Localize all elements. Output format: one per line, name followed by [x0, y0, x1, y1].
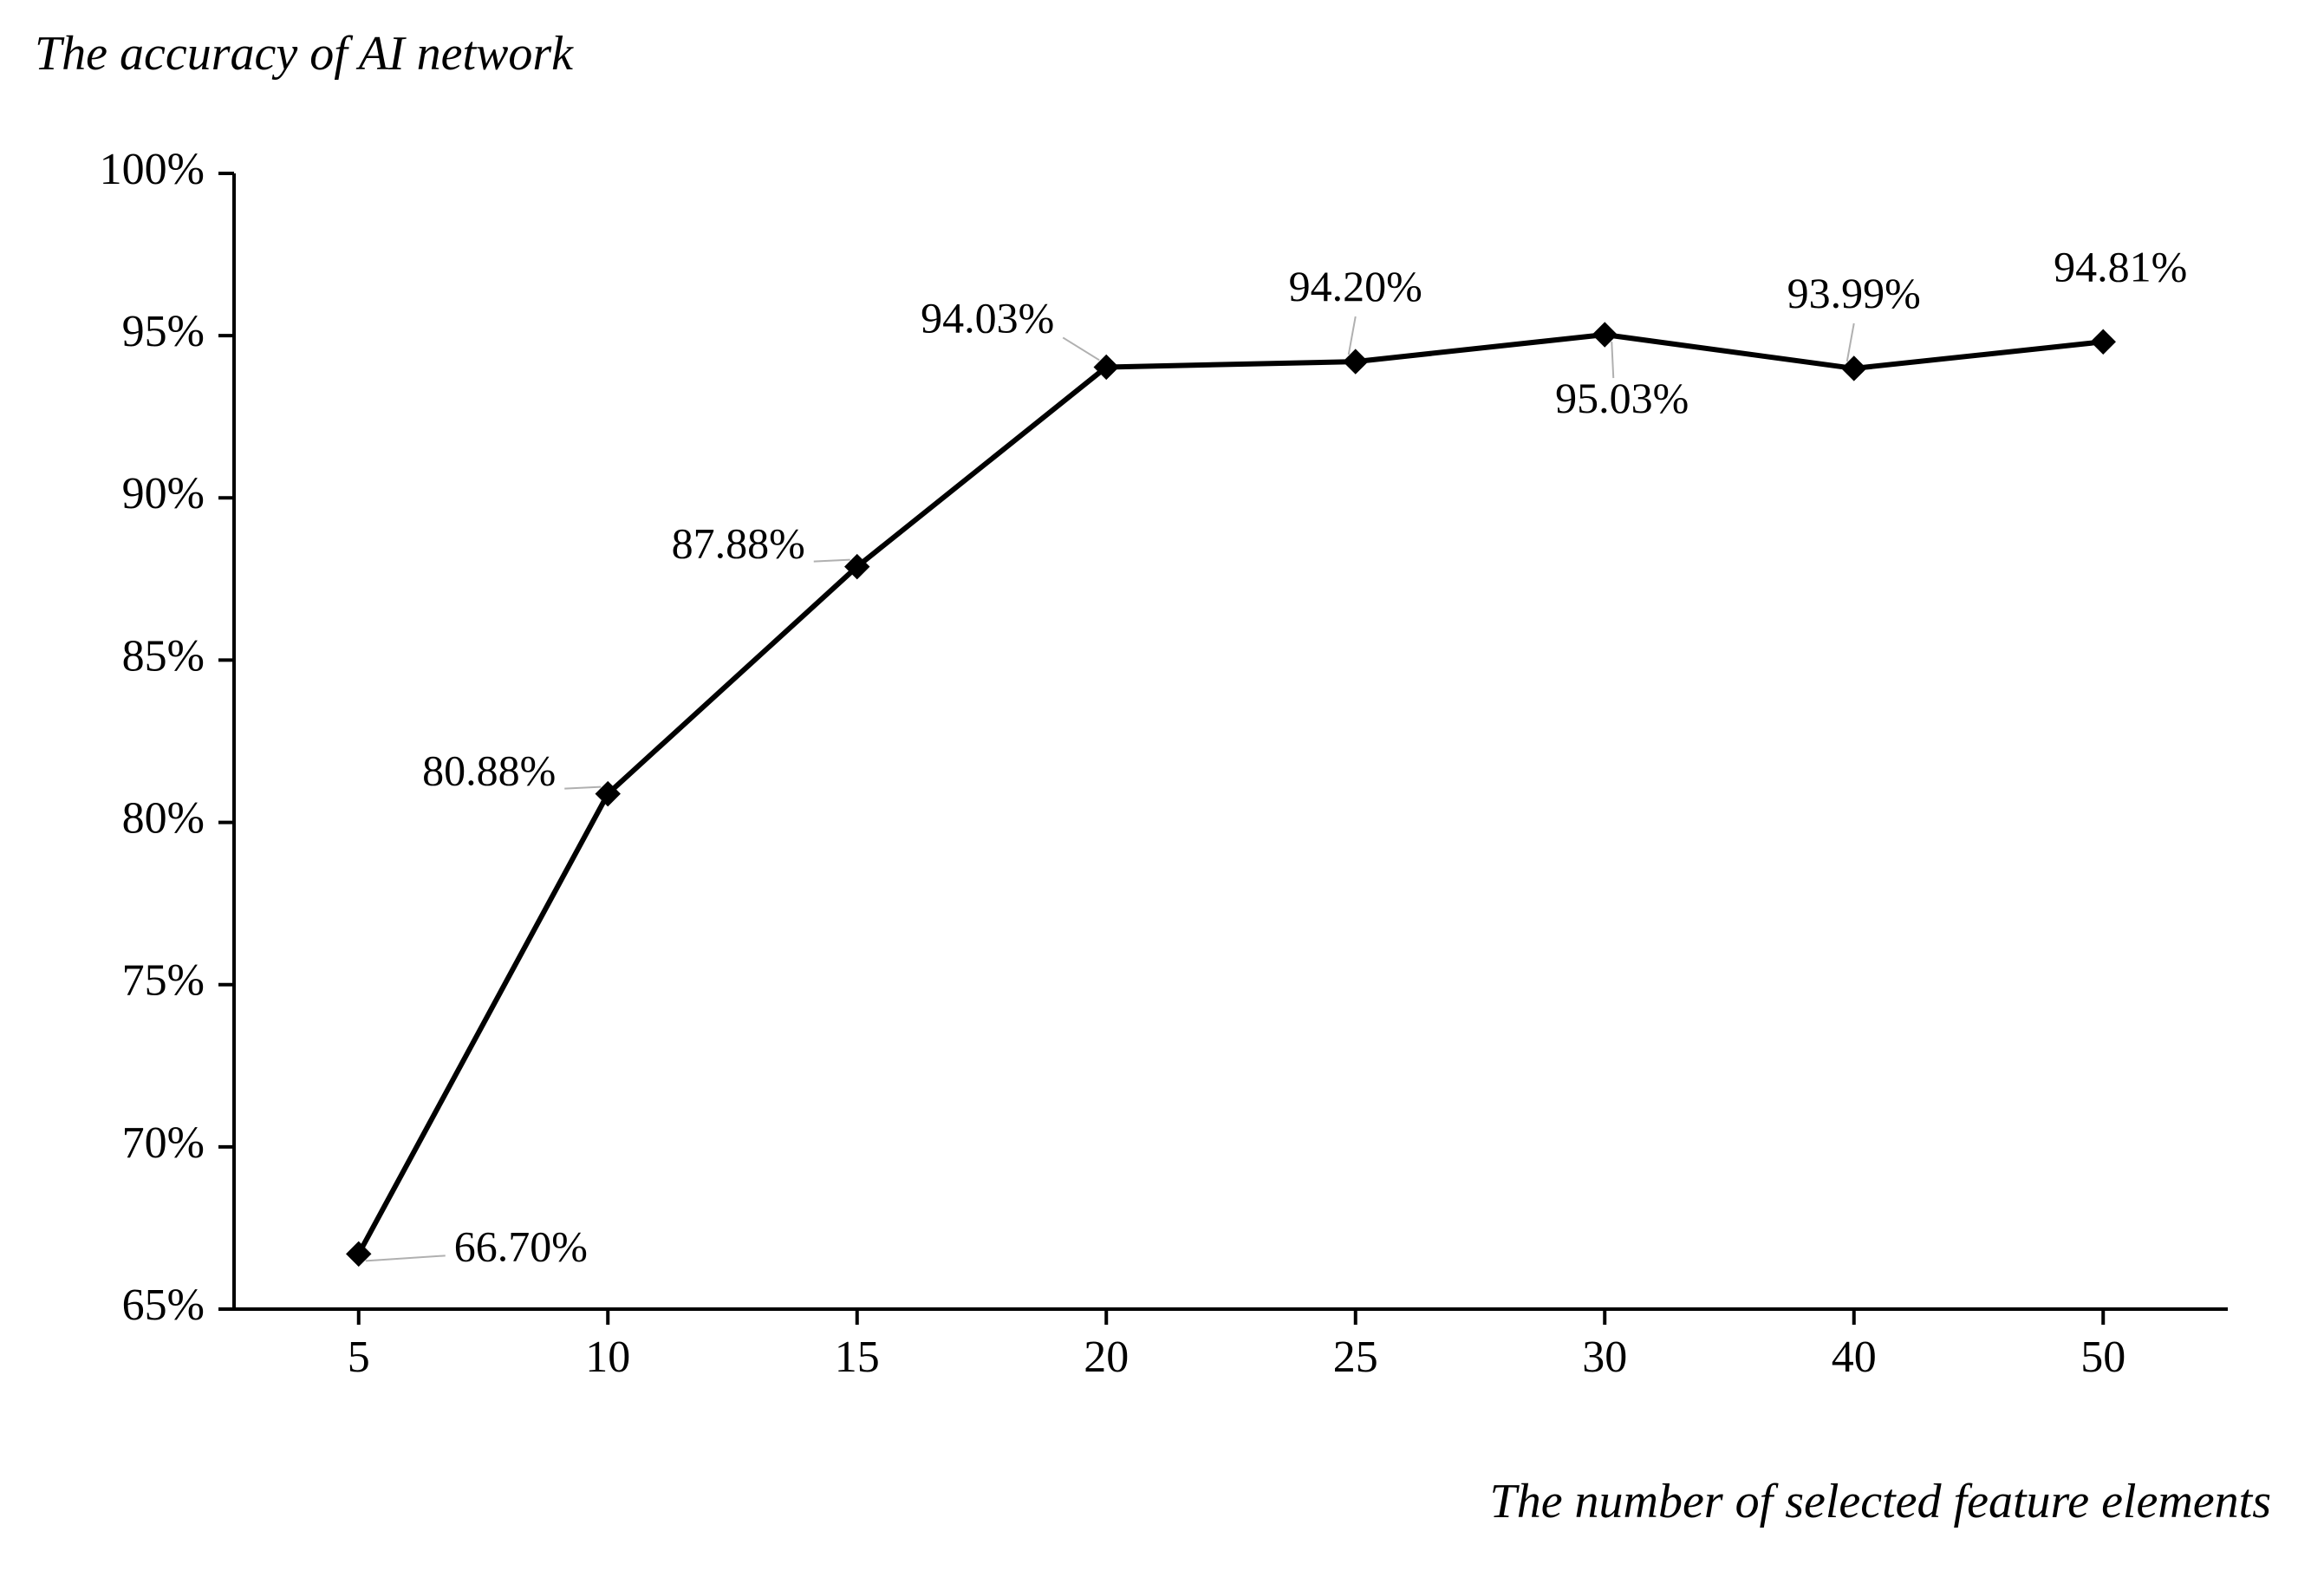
x-axis-label: The number of selected feature elements [1490, 1475, 2271, 1528]
data-label: 94.03% [921, 293, 1054, 342]
x-tick-label: 40 [1832, 1333, 1877, 1382]
y-tick-label: 80% [122, 794, 205, 844]
data-label: 94.20% [1289, 262, 1422, 310]
y-tick-label: 85% [122, 631, 205, 681]
x-tick-label: 20 [1084, 1333, 1129, 1382]
x-tick-label: 5 [348, 1333, 370, 1382]
x-tick-label: 50 [2080, 1333, 2125, 1382]
x-tick-label: 25 [1333, 1333, 1378, 1382]
data-label: 80.88% [422, 746, 556, 795]
y-tick-label: 70% [122, 1118, 205, 1168]
chart-container: 65% 70% 75% 80% 85% 90% 95% 100% 5 10 15 20 25 30 40 50… [0, 0, 2324, 1577]
data-label: 93.99% [1787, 269, 1921, 317]
x-tick-label: 10 [585, 1333, 630, 1382]
data-label: 94.81% [2054, 242, 2187, 290]
chart-title: The accuracy of AI network [35, 27, 574, 81]
y-tick-label: 95% [122, 307, 205, 356]
x-tick-label: 30 [1582, 1333, 1627, 1382]
accuracy-line-chart: 65% 70% 75% 80% 85% 90% 95% 100% 5 10 15 20 25 30 40 50… [0, 0, 2324, 1577]
y-tick-label: 90% [122, 469, 205, 518]
data-label: 66.70% [454, 1222, 588, 1270]
data-label: 95.03% [1555, 374, 1689, 422]
y-tick-label: 75% [122, 956, 205, 1006]
y-tick-label: 65% [122, 1280, 205, 1330]
x-tick-label: 15 [835, 1333, 880, 1382]
y-tick-label: 100% [100, 145, 205, 194]
data-label: 87.88% [672, 519, 805, 568]
